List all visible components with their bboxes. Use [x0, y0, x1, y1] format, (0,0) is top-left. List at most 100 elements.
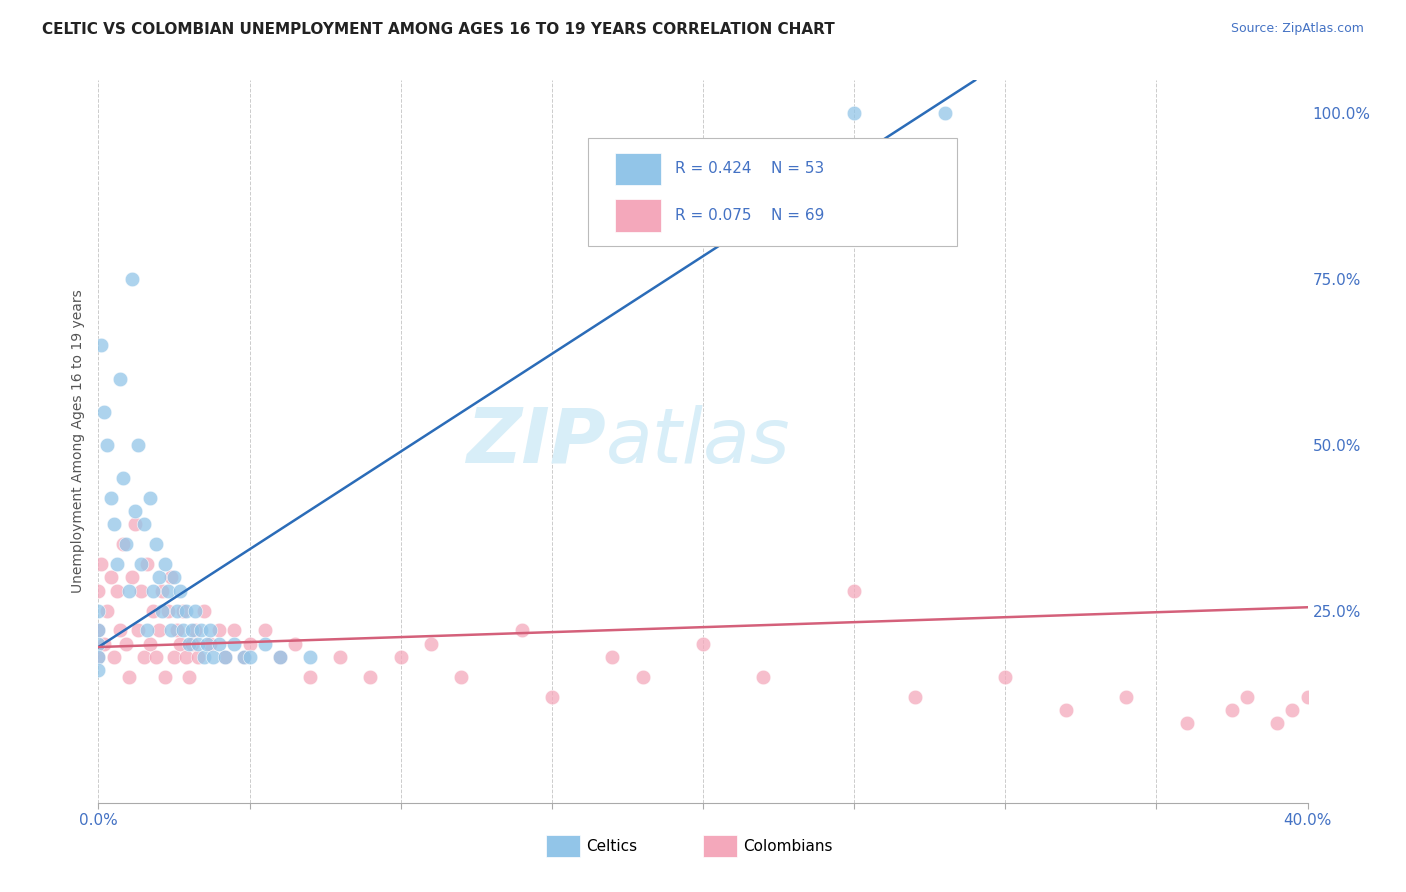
- Point: [232, 650, 254, 665]
- Point: [160, 570, 183, 584]
- Point: [100, 491, 122, 505]
- Point: [200, 624, 222, 638]
- Point: [224, 624, 246, 638]
- Bar: [614, 153, 661, 185]
- Point: [214, 650, 236, 665]
- Point: [269, 650, 291, 665]
- Text: R = 0.075    N = 69: R = 0.075 N = 69: [675, 208, 824, 223]
- Point: [166, 603, 188, 617]
- Point: [114, 537, 136, 551]
- Point: [299, 650, 322, 665]
- Point: [193, 603, 215, 617]
- Text: atlas: atlas: [606, 405, 790, 478]
- Point: [934, 106, 956, 120]
- Point: [184, 603, 207, 617]
- Point: [360, 670, 382, 684]
- Point: [540, 690, 562, 704]
- Point: [87, 663, 110, 677]
- Point: [124, 504, 146, 518]
- Point: [1054, 703, 1077, 717]
- Point: [156, 583, 179, 598]
- Point: [172, 603, 194, 617]
- Bar: [703, 835, 737, 857]
- Point: [129, 583, 152, 598]
- Point: [284, 637, 307, 651]
- Point: [1296, 690, 1319, 704]
- Point: [1267, 716, 1289, 731]
- Point: [172, 624, 194, 638]
- Text: R = 0.424    N = 53: R = 0.424 N = 53: [675, 161, 824, 177]
- Point: [181, 637, 204, 651]
- Point: [190, 624, 212, 638]
- Point: [166, 624, 188, 638]
- Point: [1220, 703, 1243, 717]
- Point: [111, 537, 134, 551]
- Point: [114, 637, 136, 651]
- Point: [87, 624, 110, 638]
- Point: [87, 650, 110, 665]
- Point: [169, 583, 191, 598]
- Point: [121, 570, 143, 584]
- Point: [100, 570, 122, 584]
- Point: [153, 557, 176, 571]
- Point: [844, 106, 866, 120]
- Point: [129, 557, 152, 571]
- Point: [752, 670, 775, 684]
- Point: [93, 405, 115, 419]
- Point: [224, 637, 246, 651]
- Point: [208, 624, 231, 638]
- Point: [163, 650, 186, 665]
- Point: [193, 650, 215, 665]
- Point: [93, 637, 115, 651]
- Point: [299, 670, 322, 684]
- Point: [148, 570, 170, 584]
- Point: [174, 603, 197, 617]
- Point: [160, 624, 183, 638]
- Point: [153, 670, 176, 684]
- Text: Colombians: Colombians: [742, 838, 832, 854]
- Point: [450, 670, 472, 684]
- Point: [90, 338, 112, 352]
- Point: [631, 670, 654, 684]
- Point: [239, 650, 262, 665]
- Text: ZIP: ZIP: [467, 405, 606, 478]
- Point: [105, 557, 128, 571]
- Point: [118, 583, 141, 598]
- Point: [124, 517, 146, 532]
- Point: [142, 603, 165, 617]
- Point: [87, 637, 110, 651]
- Point: [208, 637, 231, 651]
- Point: [127, 624, 149, 638]
- Point: [96, 438, 118, 452]
- Point: [904, 690, 927, 704]
- Y-axis label: Unemployment Among Ages 16 to 19 years: Unemployment Among Ages 16 to 19 years: [70, 290, 84, 593]
- Point: [90, 557, 112, 571]
- Point: [103, 650, 125, 665]
- Point: [187, 650, 209, 665]
- Point: [145, 537, 167, 551]
- Point: [389, 650, 412, 665]
- Point: [239, 637, 262, 651]
- Point: [103, 517, 125, 532]
- Point: [87, 650, 110, 665]
- Point: [602, 650, 624, 665]
- FancyBboxPatch shape: [588, 138, 957, 246]
- Point: [163, 570, 186, 584]
- Point: [253, 624, 276, 638]
- Point: [202, 650, 225, 665]
- Point: [169, 637, 191, 651]
- Point: [135, 624, 157, 638]
- Point: [1236, 690, 1258, 704]
- Point: [232, 650, 254, 665]
- Point: [195, 637, 218, 651]
- Point: [87, 603, 110, 617]
- Point: [87, 583, 110, 598]
- Point: [150, 583, 173, 598]
- Point: [105, 583, 128, 598]
- Point: [139, 637, 162, 651]
- Point: [127, 438, 149, 452]
- Point: [108, 624, 131, 638]
- Point: [108, 371, 131, 385]
- Point: [994, 670, 1017, 684]
- Point: [181, 624, 204, 638]
